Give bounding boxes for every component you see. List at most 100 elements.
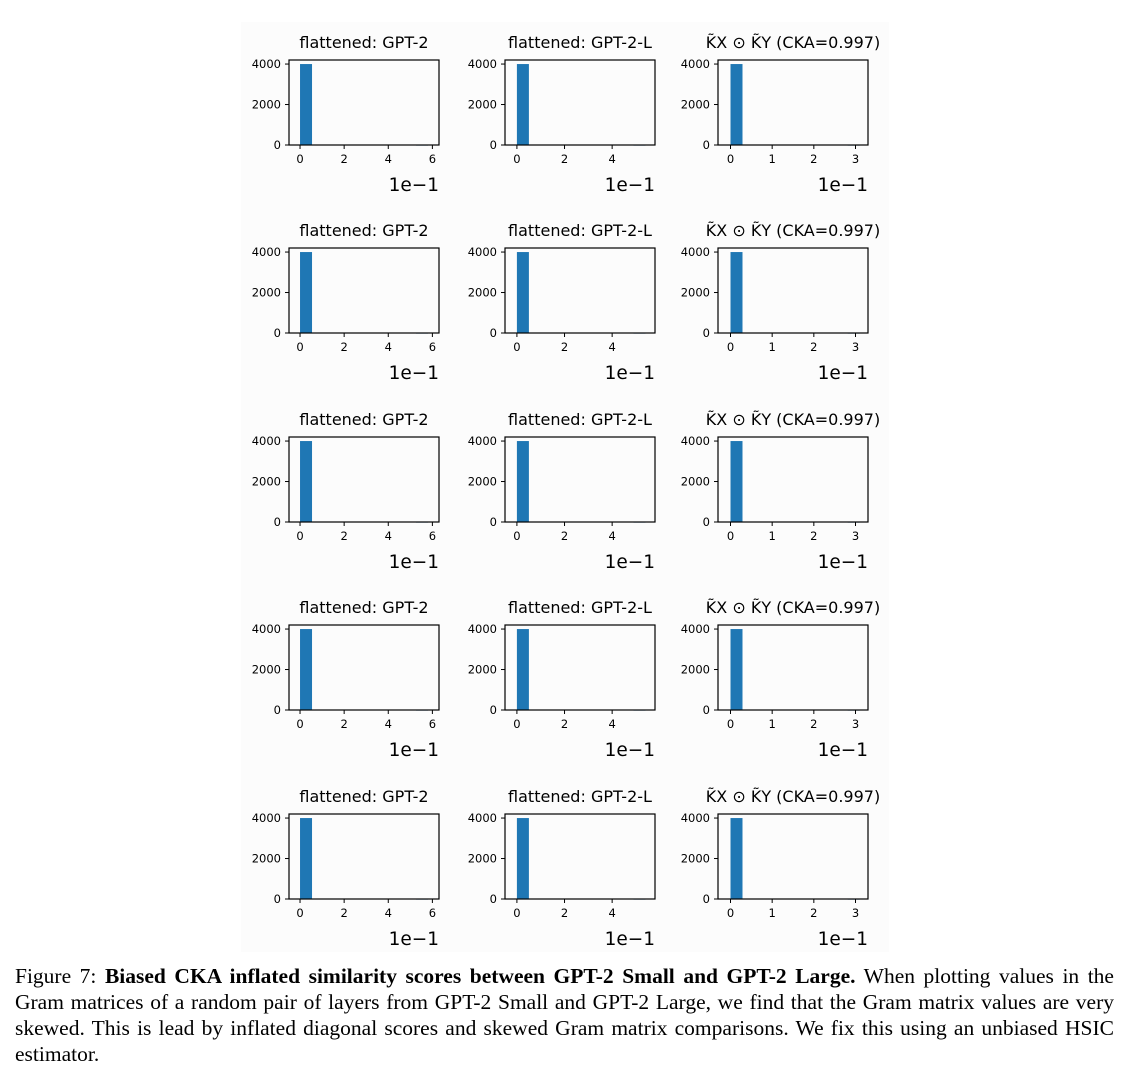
histogram-title: flattened: GPT-2 bbox=[299, 33, 428, 52]
axes-frame bbox=[504, 247, 656, 334]
x-tick-label: 0 bbox=[727, 529, 734, 543]
histogram-bar bbox=[516, 64, 529, 145]
x-tick-label: 0 bbox=[727, 152, 734, 166]
x-offset-label: 1e−1 bbox=[389, 175, 439, 196]
y-tick-label: 0 bbox=[490, 138, 497, 152]
y-tick-label: 2000 bbox=[468, 852, 497, 866]
y-tick-label: 0 bbox=[490, 515, 497, 529]
x-tick-label: 1 bbox=[769, 906, 776, 920]
axes-frame bbox=[717, 247, 869, 334]
y-tick-label: 4000 bbox=[681, 245, 710, 259]
y-tick-label: 2000 bbox=[252, 663, 281, 677]
y-tick-label: 0 bbox=[490, 892, 497, 906]
y-tick-label: 2000 bbox=[468, 475, 497, 489]
y-tick-label: 4000 bbox=[681, 57, 710, 71]
histogram-title: flattened: GPT-2-L bbox=[508, 33, 652, 52]
histogram-panel: 0 2000 4000 0 1 2 3 1e−1 K̃X ⊙ K̃Y (CKA=0.997) bbox=[681, 221, 880, 384]
x-tick-label: 4 bbox=[608, 152, 615, 166]
y-tick-label: 4000 bbox=[681, 622, 710, 636]
histogram-bar bbox=[730, 629, 743, 710]
axes-frame bbox=[504, 436, 656, 523]
caption-label: Figure 7: bbox=[15, 964, 97, 988]
histogram-bar bbox=[300, 64, 313, 145]
histogram-bar bbox=[730, 441, 743, 522]
x-tick-label: 2 bbox=[810, 906, 817, 920]
figure-caption: Figure 7: Biased CKA inflated similarity… bbox=[15, 963, 1114, 1067]
histogram-title: flattened: GPT-2 bbox=[299, 221, 428, 240]
histogram-bar bbox=[300, 252, 313, 333]
y-tick-label: 2000 bbox=[681, 852, 710, 866]
axes-frame bbox=[504, 624, 656, 711]
y-tick-label: 2000 bbox=[468, 663, 497, 677]
histogram-panel: 0 2000 4000 0 2 4 1e−1 flattened: GPT-2-L bbox=[468, 33, 656, 196]
histogram-panel: 0 2000 4000 0 1 2 3 1e−1 K̃X ⊙ K̃Y (CKA=0.997) bbox=[681, 598, 880, 761]
histogram-bar bbox=[516, 818, 529, 899]
y-tick-label: 4000 bbox=[252, 811, 281, 825]
histogram-bar bbox=[300, 629, 313, 710]
x-tick-label: 1 bbox=[769, 340, 776, 354]
axes-frame bbox=[288, 813, 440, 900]
y-tick-label: 0 bbox=[703, 703, 710, 717]
figure-background bbox=[241, 22, 889, 952]
x-tick-label: 2 bbox=[340, 340, 347, 354]
x-tick-label: 0 bbox=[727, 906, 734, 920]
y-tick-label: 0 bbox=[274, 892, 281, 906]
y-tick-label: 2000 bbox=[252, 852, 281, 866]
x-tick-label: 0 bbox=[727, 717, 734, 731]
axes-frame bbox=[288, 247, 440, 334]
x-tick-label: 6 bbox=[429, 152, 436, 166]
x-tick-label: 3 bbox=[852, 340, 859, 354]
x-tick-label: 6 bbox=[429, 340, 436, 354]
axes-frame bbox=[717, 624, 869, 711]
histogram-title: flattened: GPT-2-L bbox=[508, 410, 652, 429]
histogram-title: flattened: GPT-2-L bbox=[508, 787, 652, 806]
x-offset-label: 1e−1 bbox=[389, 552, 439, 573]
histogram-panel: 0 2000 4000 0 2 4 6 1e−1 flattened: GPT-2 bbox=[252, 221, 440, 384]
x-tick-label: 2 bbox=[810, 529, 817, 543]
histogram-panel: 0 2000 4000 0 2 4 1e−1 flattened: GPT-2-L bbox=[468, 410, 656, 573]
axes-frame bbox=[717, 813, 869, 900]
y-tick-label: 0 bbox=[703, 892, 710, 906]
histogram-panel: 0 2000 4000 0 2 4 6 1e−1 flattened: GPT-2 bbox=[252, 787, 440, 950]
x-offset-label: 1e−1 bbox=[605, 175, 655, 196]
x-tick-label: 0 bbox=[513, 529, 520, 543]
y-tick-label: 4000 bbox=[468, 622, 497, 636]
histogram-title: flattened: GPT-2 bbox=[299, 410, 428, 429]
y-tick-label: 4000 bbox=[681, 811, 710, 825]
x-offset-label: 1e−1 bbox=[389, 363, 439, 384]
y-tick-label: 4000 bbox=[468, 57, 497, 71]
histogram-panel: 0 2000 4000 0 2 4 6 1e−1 flattened: GPT-2 bbox=[252, 33, 440, 196]
caption-text: When plotting values in the Gram matrice… bbox=[15, 964, 1114, 1066]
y-tick-label: 4000 bbox=[252, 622, 281, 636]
histogram-title: K̃X ⊙ K̃Y (CKA=0.997) bbox=[706, 410, 880, 429]
x-tick-label: 0 bbox=[727, 340, 734, 354]
y-tick-label: 0 bbox=[274, 326, 281, 340]
x-offset-label: 1e−1 bbox=[818, 175, 868, 196]
y-tick-label: 4000 bbox=[468, 245, 497, 259]
axes-frame bbox=[288, 59, 440, 146]
x-offset-label: 1e−1 bbox=[389, 740, 439, 761]
x-tick-label: 1 bbox=[769, 717, 776, 731]
axes-frame bbox=[504, 59, 656, 146]
axes-frame bbox=[288, 624, 440, 711]
histogram-bar bbox=[516, 252, 529, 333]
y-tick-label: 2000 bbox=[252, 286, 281, 300]
x-tick-label: 2 bbox=[340, 529, 347, 543]
y-tick-label: 0 bbox=[490, 703, 497, 717]
x-offset-label: 1e−1 bbox=[605, 740, 655, 761]
y-tick-label: 2000 bbox=[681, 286, 710, 300]
x-offset-label: 1e−1 bbox=[818, 740, 868, 761]
axes-frame bbox=[288, 436, 440, 523]
histogram-bar bbox=[730, 818, 743, 899]
histogram-title: K̃X ⊙ K̃Y (CKA=0.997) bbox=[706, 598, 880, 617]
x-tick-label: 6 bbox=[429, 717, 436, 731]
x-tick-label: 2 bbox=[561, 340, 568, 354]
y-tick-label: 2000 bbox=[252, 475, 281, 489]
x-offset-label: 1e−1 bbox=[818, 552, 868, 573]
histogram-title: K̃X ⊙ K̃Y (CKA=0.997) bbox=[706, 33, 880, 52]
y-tick-label: 0 bbox=[703, 138, 710, 152]
x-tick-label: 2 bbox=[340, 717, 347, 731]
histogram-title: flattened: GPT-2-L bbox=[508, 598, 652, 617]
histogram-title: K̃X ⊙ K̃Y (CKA=0.997) bbox=[706, 787, 880, 806]
x-offset-label: 1e−1 bbox=[818, 929, 868, 950]
